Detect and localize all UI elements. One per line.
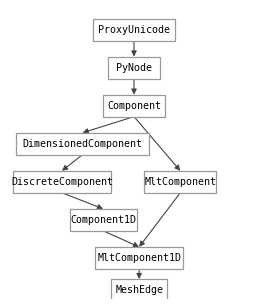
Text: MeshEdge: MeshEdge <box>115 285 163 295</box>
Text: Component1D: Component1D <box>70 215 136 225</box>
Text: MltComponent: MltComponent <box>144 177 216 187</box>
FancyBboxPatch shape <box>70 209 137 231</box>
FancyBboxPatch shape <box>103 95 165 117</box>
Text: DiscreteComponent: DiscreteComponent <box>11 177 113 187</box>
FancyBboxPatch shape <box>111 279 168 301</box>
Text: ProxyUnicode: ProxyUnicode <box>98 24 170 34</box>
FancyBboxPatch shape <box>13 171 111 193</box>
FancyBboxPatch shape <box>108 57 160 79</box>
Text: Component: Component <box>107 101 161 111</box>
Text: DimensionedComponent: DimensionedComponent <box>23 139 143 149</box>
FancyBboxPatch shape <box>144 171 216 193</box>
FancyBboxPatch shape <box>95 247 183 269</box>
Text: PyNode: PyNode <box>116 63 152 73</box>
FancyBboxPatch shape <box>16 133 150 155</box>
Text: MltComponent1D: MltComponent1D <box>97 253 181 263</box>
FancyBboxPatch shape <box>93 19 175 41</box>
